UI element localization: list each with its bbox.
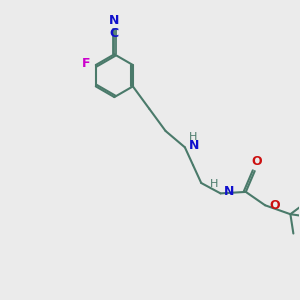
Text: N: N	[224, 185, 235, 198]
Text: H: H	[210, 179, 218, 190]
Text: N: N	[188, 139, 199, 152]
Text: C: C	[110, 27, 119, 40]
Text: F: F	[82, 57, 91, 70]
Text: O: O	[270, 200, 280, 212]
Text: N: N	[109, 14, 119, 27]
Text: H: H	[188, 132, 197, 142]
Text: O: O	[251, 155, 262, 168]
